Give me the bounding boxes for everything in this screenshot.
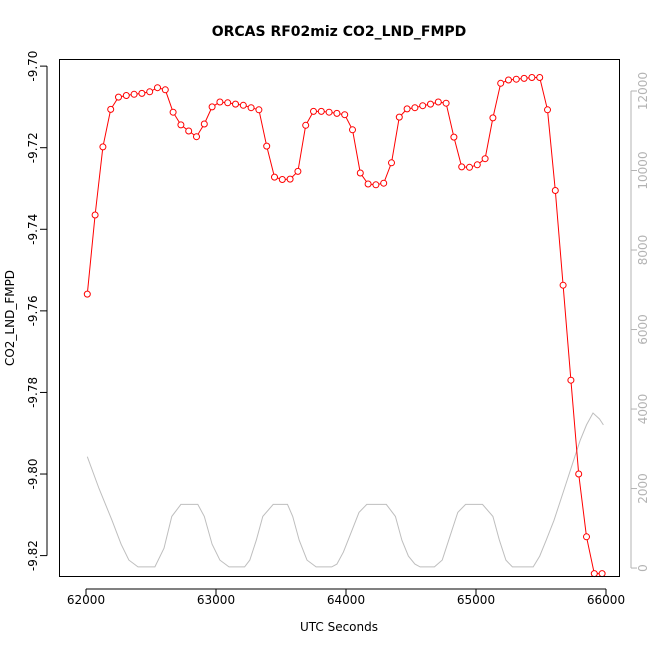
co2-point xyxy=(466,163,473,171)
y2-tick-label: 8000 xyxy=(636,235,650,266)
co2-point xyxy=(232,100,239,108)
x-tick-label: 64000 xyxy=(327,593,365,607)
co2-series xyxy=(83,74,606,578)
co2-point xyxy=(317,107,325,115)
co2-point xyxy=(427,100,434,108)
co2-point xyxy=(107,105,115,113)
co2-point xyxy=(473,161,481,169)
co2-point xyxy=(434,98,442,106)
y-axis-label: CO2_LND_FMPD xyxy=(3,270,17,366)
co2-point xyxy=(177,121,185,129)
co2-point xyxy=(271,173,278,181)
y-tick-label: -9.78 xyxy=(26,377,40,408)
x-tick-label: 66000 xyxy=(587,593,625,607)
co2-point xyxy=(185,127,193,135)
co2-point xyxy=(341,111,349,119)
co2-point xyxy=(349,126,356,134)
co2-point xyxy=(442,99,450,107)
y-tick-label: -9.72 xyxy=(26,132,40,163)
co2-point xyxy=(590,570,598,578)
co2-point xyxy=(247,104,255,112)
co2-point xyxy=(497,79,505,87)
y-axis-left: -9.70 -9.72 -9.74 -9.76 -9.78 -9.80 -9.82 xyxy=(26,51,48,571)
co2-point xyxy=(278,176,286,183)
co2-point xyxy=(325,108,333,116)
co2-point xyxy=(395,113,403,121)
co2-point xyxy=(551,187,559,194)
y2-tick-label: 10000 xyxy=(636,151,650,189)
x-tick-label: 63000 xyxy=(197,593,235,607)
co2-point xyxy=(146,88,154,96)
y-tick-label: -9.76 xyxy=(26,295,40,326)
co2-point xyxy=(364,180,372,188)
co2-point xyxy=(489,114,497,122)
co2-point xyxy=(333,109,341,117)
co2-point xyxy=(161,86,169,94)
altitude-line xyxy=(86,412,604,568)
y-tick-label: -9.80 xyxy=(26,458,40,489)
y-tick-label: -9.74 xyxy=(26,214,40,245)
co2-point xyxy=(388,159,395,167)
co2-point xyxy=(567,376,575,384)
co2-point xyxy=(310,107,317,115)
co2-point xyxy=(115,93,122,101)
co2-point xyxy=(255,106,263,114)
co2-point xyxy=(239,101,247,109)
co2-point xyxy=(122,92,130,99)
co2-point xyxy=(263,142,271,150)
x-axis: 62000 63000 64000 65000 66000 xyxy=(67,588,625,607)
y-axis-right: 0 2000 4000 6000 8000 10000 12000 xyxy=(630,72,650,572)
co2-point xyxy=(583,533,590,541)
co2-point xyxy=(559,281,567,289)
co2-point xyxy=(458,163,466,171)
co2-point xyxy=(224,99,232,107)
co2-point xyxy=(99,143,107,151)
co2-point xyxy=(356,169,364,177)
x-tick-label: 65000 xyxy=(457,593,495,607)
co2-point xyxy=(83,290,91,298)
plot-frame xyxy=(59,59,620,577)
co2-point xyxy=(193,133,200,141)
co2-point xyxy=(216,98,224,106)
co2-point xyxy=(481,155,489,163)
y2-tick-label: 0 xyxy=(636,564,650,572)
y2-tick-label: 4000 xyxy=(636,394,650,425)
co2-point xyxy=(505,76,512,84)
co2-point xyxy=(294,167,302,175)
co2-point xyxy=(138,89,146,97)
co2-point xyxy=(419,102,427,110)
y2-tick-label: 12000 xyxy=(636,72,650,110)
co2-point xyxy=(411,104,419,112)
co2-point xyxy=(286,175,294,183)
co2-point xyxy=(598,570,606,578)
chart-title: ORCAS RF02miz CO2_LND_FMPD xyxy=(212,24,467,40)
co2-point xyxy=(520,74,528,82)
co2-point xyxy=(200,120,208,128)
co2-point xyxy=(380,179,388,187)
y2-tick-label: 2000 xyxy=(636,473,650,504)
co2-point xyxy=(91,211,99,219)
altitude-series xyxy=(86,412,604,568)
y2-tick-label: 6000 xyxy=(636,314,650,345)
co2-point xyxy=(130,90,138,98)
co2-point xyxy=(575,470,583,478)
co2-point xyxy=(372,181,380,189)
co2-point xyxy=(544,106,551,114)
co2-point xyxy=(208,103,216,111)
x-axis-label: UTC Seconds xyxy=(300,620,378,634)
co2-point xyxy=(169,108,177,116)
co2-point xyxy=(450,133,458,141)
co2-point xyxy=(154,84,161,92)
co2-point xyxy=(536,74,544,81)
co2-point xyxy=(528,74,536,81)
x-tick-label: 62000 xyxy=(67,593,105,607)
co2-point xyxy=(302,121,310,129)
y-tick-label: -9.82 xyxy=(26,540,40,571)
co2-point xyxy=(512,75,520,83)
co2-point xyxy=(403,105,411,113)
y-tick-label: -9.70 xyxy=(26,51,40,82)
